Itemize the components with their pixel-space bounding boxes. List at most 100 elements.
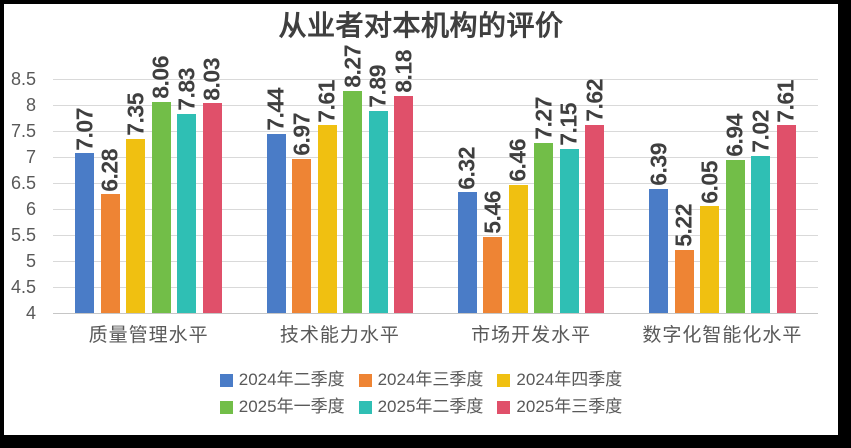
y-tick-label: 4 bbox=[25, 303, 36, 323]
bar: 7.35 bbox=[122, 93, 148, 313]
y-tick-label: 4.5 bbox=[10, 276, 36, 297]
bar-value-label: 7.15 bbox=[555, 103, 582, 147]
legend-item: 2025年一季度 bbox=[219, 397, 345, 417]
bar: 7.61 bbox=[314, 80, 340, 313]
legend-label: 2024年四季度 bbox=[516, 370, 623, 389]
gridline bbox=[53, 105, 818, 106]
gridline bbox=[53, 261, 818, 262]
legend-item: 2025年二季度 bbox=[358, 397, 484, 417]
gridline bbox=[53, 234, 818, 236]
legend-item: 2024年二季度 bbox=[219, 370, 345, 390]
bar: 7.44 bbox=[263, 88, 289, 313]
bar-group: 6.39 5.22 6.05 6.94 7.02 7.61 bbox=[627, 79, 818, 313]
y-tick-label: 7 bbox=[25, 146, 36, 167]
bar: 8.27 bbox=[339, 45, 365, 313]
y-tick-label: 7.5 bbox=[10, 120, 36, 141]
legend-row: 2024年二季度 2024年三季度 2024年四季度 bbox=[219, 370, 622, 390]
legend-swatch-icon bbox=[358, 373, 372, 387]
bar-value-label: 7.62 bbox=[581, 79, 608, 122]
bar-value-label: 6.94 bbox=[721, 114, 748, 158]
bar: 6.94 bbox=[722, 114, 748, 313]
x-axis: 质量管理水平 技术能力水平 市场开发水平 数字化智能化水平 bbox=[53, 324, 818, 348]
legend-swatch-icon bbox=[497, 373, 511, 387]
bar: 7.89 bbox=[365, 65, 391, 313]
category-label: 质量管理水平 bbox=[88, 325, 209, 346]
bar-value-label: 7.61 bbox=[772, 79, 799, 123]
bar: 7.61 bbox=[773, 80, 799, 313]
chart-title: 从业者对本机构的评价 bbox=[278, 9, 564, 42]
y-tick-label: 5.5 bbox=[10, 224, 36, 245]
bar-value-label: 7.44 bbox=[262, 88, 289, 132]
bar-group: 7.07 6.28 7.35 8.06 7.83 8.03 bbox=[53, 56, 244, 313]
category-label: 技术能力水平 bbox=[279, 325, 400, 346]
bar: 6.97 bbox=[288, 113, 314, 313]
bar-groups: 7.07 6.28 7.35 8.06 7.83 8.03 7.44 6.97 7.61 8.27… bbox=[53, 45, 818, 313]
legend: 2024年二季度 2024年三季度 2024年四季度 2025年一季度 2025年二季度… bbox=[4, 370, 838, 417]
category-label: 数字化智能化水平 bbox=[642, 325, 803, 346]
bar-value-label: 7.07 bbox=[71, 107, 98, 151]
bar-value-label: 6.97 bbox=[288, 112, 315, 156]
gridline bbox=[53, 183, 818, 184]
y-axis: 8.5 8 7.5 7 6.5 6 5.5 5 4.5 4 bbox=[4, 69, 44, 323]
legend-label: 2024年二季度 bbox=[238, 370, 345, 389]
bar: 7.62 bbox=[581, 79, 607, 313]
gridline bbox=[53, 131, 818, 132]
bar-group: 7.44 6.97 7.61 8.27 7.89 8.18 bbox=[244, 45, 435, 313]
legend-swatch-icon bbox=[358, 400, 372, 414]
bar-value-label: 5.46 bbox=[479, 191, 506, 235]
legend-item: 2025年三季度 bbox=[497, 397, 622, 417]
bar-value-label: 6.28 bbox=[96, 148, 123, 192]
bar: 8.06 bbox=[148, 56, 174, 313]
legend-item: 2024年三季度 bbox=[358, 370, 484, 390]
bar-value-label: 7.83 bbox=[173, 68, 200, 111]
legend-item: 2024年四季度 bbox=[497, 370, 622, 390]
chart-canvas: 从业者对本机构的评价 8.5 8 7.5 7 6.5 6 5.5 5 4.5 4 7.07 6.28… bbox=[4, 4, 838, 435]
bar: 5.22 bbox=[671, 204, 697, 313]
bar: 7.83 bbox=[173, 68, 199, 313]
legend-label: 2025年三季度 bbox=[516, 397, 623, 416]
bar: 6.46 bbox=[505, 139, 531, 313]
bar: 8.03 bbox=[199, 58, 225, 313]
gridline bbox=[53, 287, 818, 288]
y-tick-label: 8 bbox=[25, 94, 36, 115]
bar: 7.02 bbox=[747, 110, 773, 313]
bar-group: 6.32 5.46 6.46 7.27 7.15 7.62 bbox=[436, 79, 627, 313]
bar-value-label: 7.02 bbox=[747, 110, 774, 153]
legend-label: 2025年一季度 bbox=[238, 397, 345, 416]
legend-swatch-icon bbox=[219, 373, 233, 387]
gridline bbox=[53, 79, 818, 80]
legend-label: 2024年三季度 bbox=[377, 370, 484, 389]
bar-value-label: 6.46 bbox=[504, 139, 531, 183]
y-tick-label: 6 bbox=[25, 199, 36, 219]
bar: 6.32 bbox=[454, 147, 480, 313]
bar-value-label: 7.35 bbox=[122, 93, 149, 136]
bar: 8.18 bbox=[390, 50, 416, 313]
bar: 7.15 bbox=[556, 103, 582, 313]
bar: 6.39 bbox=[645, 143, 671, 313]
gridline bbox=[53, 156, 818, 158]
bar-value-label: 8.18 bbox=[390, 49, 417, 93]
bar-value-label: 8.27 bbox=[339, 45, 366, 88]
bar: 6.28 bbox=[97, 149, 123, 313]
bar-value-label: 8.03 bbox=[198, 57, 225, 101]
bar-value-label: 6.32 bbox=[453, 146, 480, 190]
bar: 6.05 bbox=[696, 161, 722, 313]
gridline bbox=[53, 313, 818, 314]
category-label: 市场开发水平 bbox=[471, 325, 592, 346]
bar: 5.46 bbox=[479, 191, 505, 313]
bar-value-label: 6.05 bbox=[696, 160, 723, 204]
y-tick-label: 6.5 bbox=[10, 172, 36, 193]
y-tick-label: 8.5 bbox=[10, 69, 36, 89]
bar: 7.27 bbox=[530, 97, 556, 313]
bar-value-label: 6.39 bbox=[645, 142, 672, 186]
y-tick-label: 5 bbox=[25, 251, 36, 271]
legend-swatch-icon bbox=[219, 400, 233, 414]
plot-area: 7.07 6.28 7.35 8.06 7.83 8.03 7.44 6.97 7.61 8.27… bbox=[53, 45, 818, 314]
legend-swatch-icon bbox=[497, 400, 511, 414]
legend-label: 2025年二季度 bbox=[377, 397, 484, 416]
legend-row: 2025年一季度 2025年二季度 2025年三季度 bbox=[219, 397, 622, 417]
bar-value-label: 7.89 bbox=[364, 64, 391, 108]
bar-value-label: 7.61 bbox=[313, 79, 340, 123]
bar-value-label: 8.06 bbox=[147, 56, 174, 99]
